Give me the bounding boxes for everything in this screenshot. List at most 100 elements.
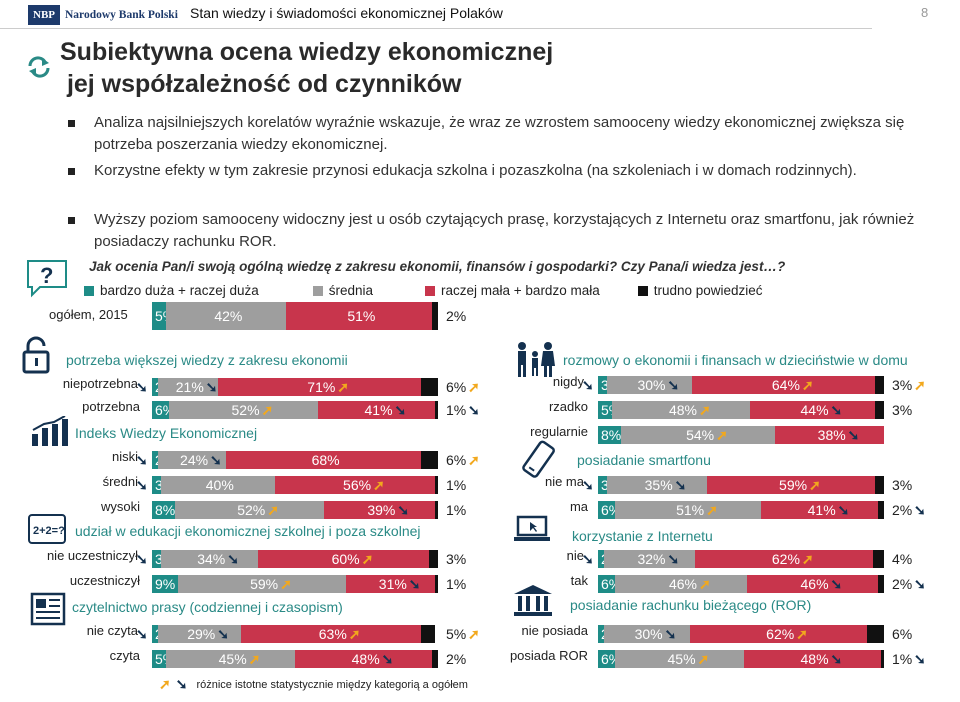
bar-segment-hard-to-say — [875, 401, 884, 419]
bar-segment-medium — [166, 302, 287, 330]
bar-segment-high — [152, 550, 161, 568]
group-title: posiadanie rachunku bieżącego (ROR) — [570, 597, 812, 613]
row-label: średni — [102, 474, 138, 489]
bar-value-label: 62% — [771, 551, 800, 567]
arrow-down-icon: ➘ — [914, 651, 926, 667]
bar-value-label: 2% — [892, 502, 913, 518]
page-number: 8 — [921, 5, 929, 20]
arrow-up-icon: ➚ — [468, 452, 480, 468]
bar-segment-low — [274, 476, 436, 494]
bar-segment-low — [706, 476, 876, 494]
group-title: rozmowy o ekonomii i finansach w dzieciń… — [563, 352, 908, 368]
bar-segment-high — [598, 476, 607, 494]
bar-segment-medium — [169, 401, 318, 419]
bar-value-label: 2% — [446, 308, 467, 324]
row-label: ma — [569, 499, 588, 514]
bar-value-label: 45% — [218, 651, 247, 667]
arrow-down-icon: ➘ — [830, 402, 843, 418]
math-board-icon: 2+2=? — [28, 514, 66, 544]
svg-text:?: ? — [40, 263, 53, 288]
family-icon — [518, 342, 555, 377]
bar-segment-high — [152, 476, 161, 494]
row-label: posiada ROR — [509, 648, 588, 663]
padlock-icon — [22, 336, 50, 374]
arrow-down-icon: ➘ — [830, 576, 843, 592]
bar-value-label: 1% — [446, 576, 467, 592]
bar-value-label: 24% — [180, 452, 209, 468]
arrow-down-icon: ➘ — [582, 551, 594, 567]
bar-value-label: 3% — [446, 551, 467, 567]
bar-segment-hard-to-say — [420, 451, 438, 469]
bar-value-label: 29% — [187, 626, 216, 642]
bar-value-label: 8% — [601, 427, 622, 443]
newspaper-icon — [30, 592, 66, 626]
bar-segment-high — [152, 575, 178, 593]
bar-value-label: 2% — [446, 651, 467, 667]
arrow-up-icon: ➚ — [348, 626, 361, 642]
legend-item-hard-to-say: trudno powiedzieć — [637, 283, 763, 298]
bar-segment-low — [746, 575, 879, 593]
bar-value-label: 59% — [779, 477, 808, 493]
bar-value-label: 1% — [446, 402, 467, 418]
bar-segment-high — [152, 451, 158, 469]
bar-value-label: 3% — [892, 377, 913, 393]
bar-value-label: 6% — [892, 626, 913, 642]
bullet-marker — [68, 217, 75, 224]
arrow-up-icon: ➚ — [698, 576, 711, 592]
bar-value-label: 52% — [231, 402, 260, 418]
arrow-up-icon: ➚ — [716, 427, 728, 443]
bar-segment-low — [217, 378, 421, 396]
arrow-up-icon: ➚ — [801, 377, 814, 393]
row-label: niski — [111, 449, 138, 464]
row-label: nie posiada — [521, 623, 589, 638]
bullet-text: Analiza najsilniejszych korelatów wyraźn… — [94, 114, 905, 153]
arrow-down-icon: ➘ — [667, 551, 680, 567]
bar-segment-medium — [612, 401, 750, 419]
arrow-down-icon: ➘ — [227, 551, 239, 567]
bar-segment-medium — [603, 550, 696, 568]
row-label: tak — [570, 573, 588, 588]
bar-value-label: 3% — [892, 402, 913, 418]
bar-segment-hard-to-say — [420, 625, 436, 643]
bar-value-label: 51% — [676, 502, 705, 518]
arrow-up-icon: ➚ — [698, 402, 711, 418]
bar-segment-hard-to-say — [429, 550, 438, 568]
arrow-down-icon: ➘ — [582, 477, 594, 493]
bar-value-label: 63% — [318, 626, 347, 642]
bar-segment-low — [692, 376, 876, 394]
bar-segment-low — [346, 575, 436, 593]
row-label: niepotrzebna — [62, 376, 138, 391]
legend-swatch — [637, 285, 648, 296]
legend-label: średnia — [328, 283, 374, 298]
bar-value-label: 3% — [892, 477, 913, 493]
bar-segment-low — [226, 451, 421, 469]
arrow-down-icon: ➘ — [217, 626, 229, 642]
arrow-up-icon: ➚ — [468, 379, 480, 395]
bar-value-label: 52% — [237, 502, 266, 518]
bar-value-label: 41% — [364, 402, 393, 418]
bar-value-label: 1% — [892, 651, 913, 667]
bar-segment-medium — [160, 476, 275, 494]
bar-segment-high — [598, 575, 616, 593]
bar-segment-medium — [620, 426, 776, 444]
arrow-up-icon: ➚ — [159, 676, 171, 692]
arrow-down-icon: ➘ — [136, 379, 148, 395]
bank-building-icon — [514, 585, 552, 616]
arrow-down-icon: ➘ — [664, 626, 677, 642]
row-label: uczestniczył — [69, 573, 140, 588]
bar-segment-high — [598, 650, 616, 668]
bar-value-label: 6% — [446, 379, 467, 395]
bar-segment-low — [695, 550, 873, 568]
bullet-3: Wyższy poziom samooceny widoczny jest u … — [68, 209, 938, 253]
bar-segment-high — [598, 426, 621, 444]
bar-segment-high — [598, 625, 604, 643]
bar-value-label: 56% — [343, 477, 372, 493]
bar-segment-high — [152, 302, 167, 330]
logo-abbr: NBP — [28, 5, 60, 25]
page-title: Subiektywna ocena wiedzy ekonomicznej je… — [60, 36, 553, 100]
bar-segment-high — [152, 401, 170, 419]
bar-segment-hard-to-say — [435, 501, 438, 519]
bar-segment-high — [598, 401, 613, 419]
bar-chart-icon — [32, 416, 68, 446]
arrow-up-icon: ➚ — [280, 576, 292, 592]
